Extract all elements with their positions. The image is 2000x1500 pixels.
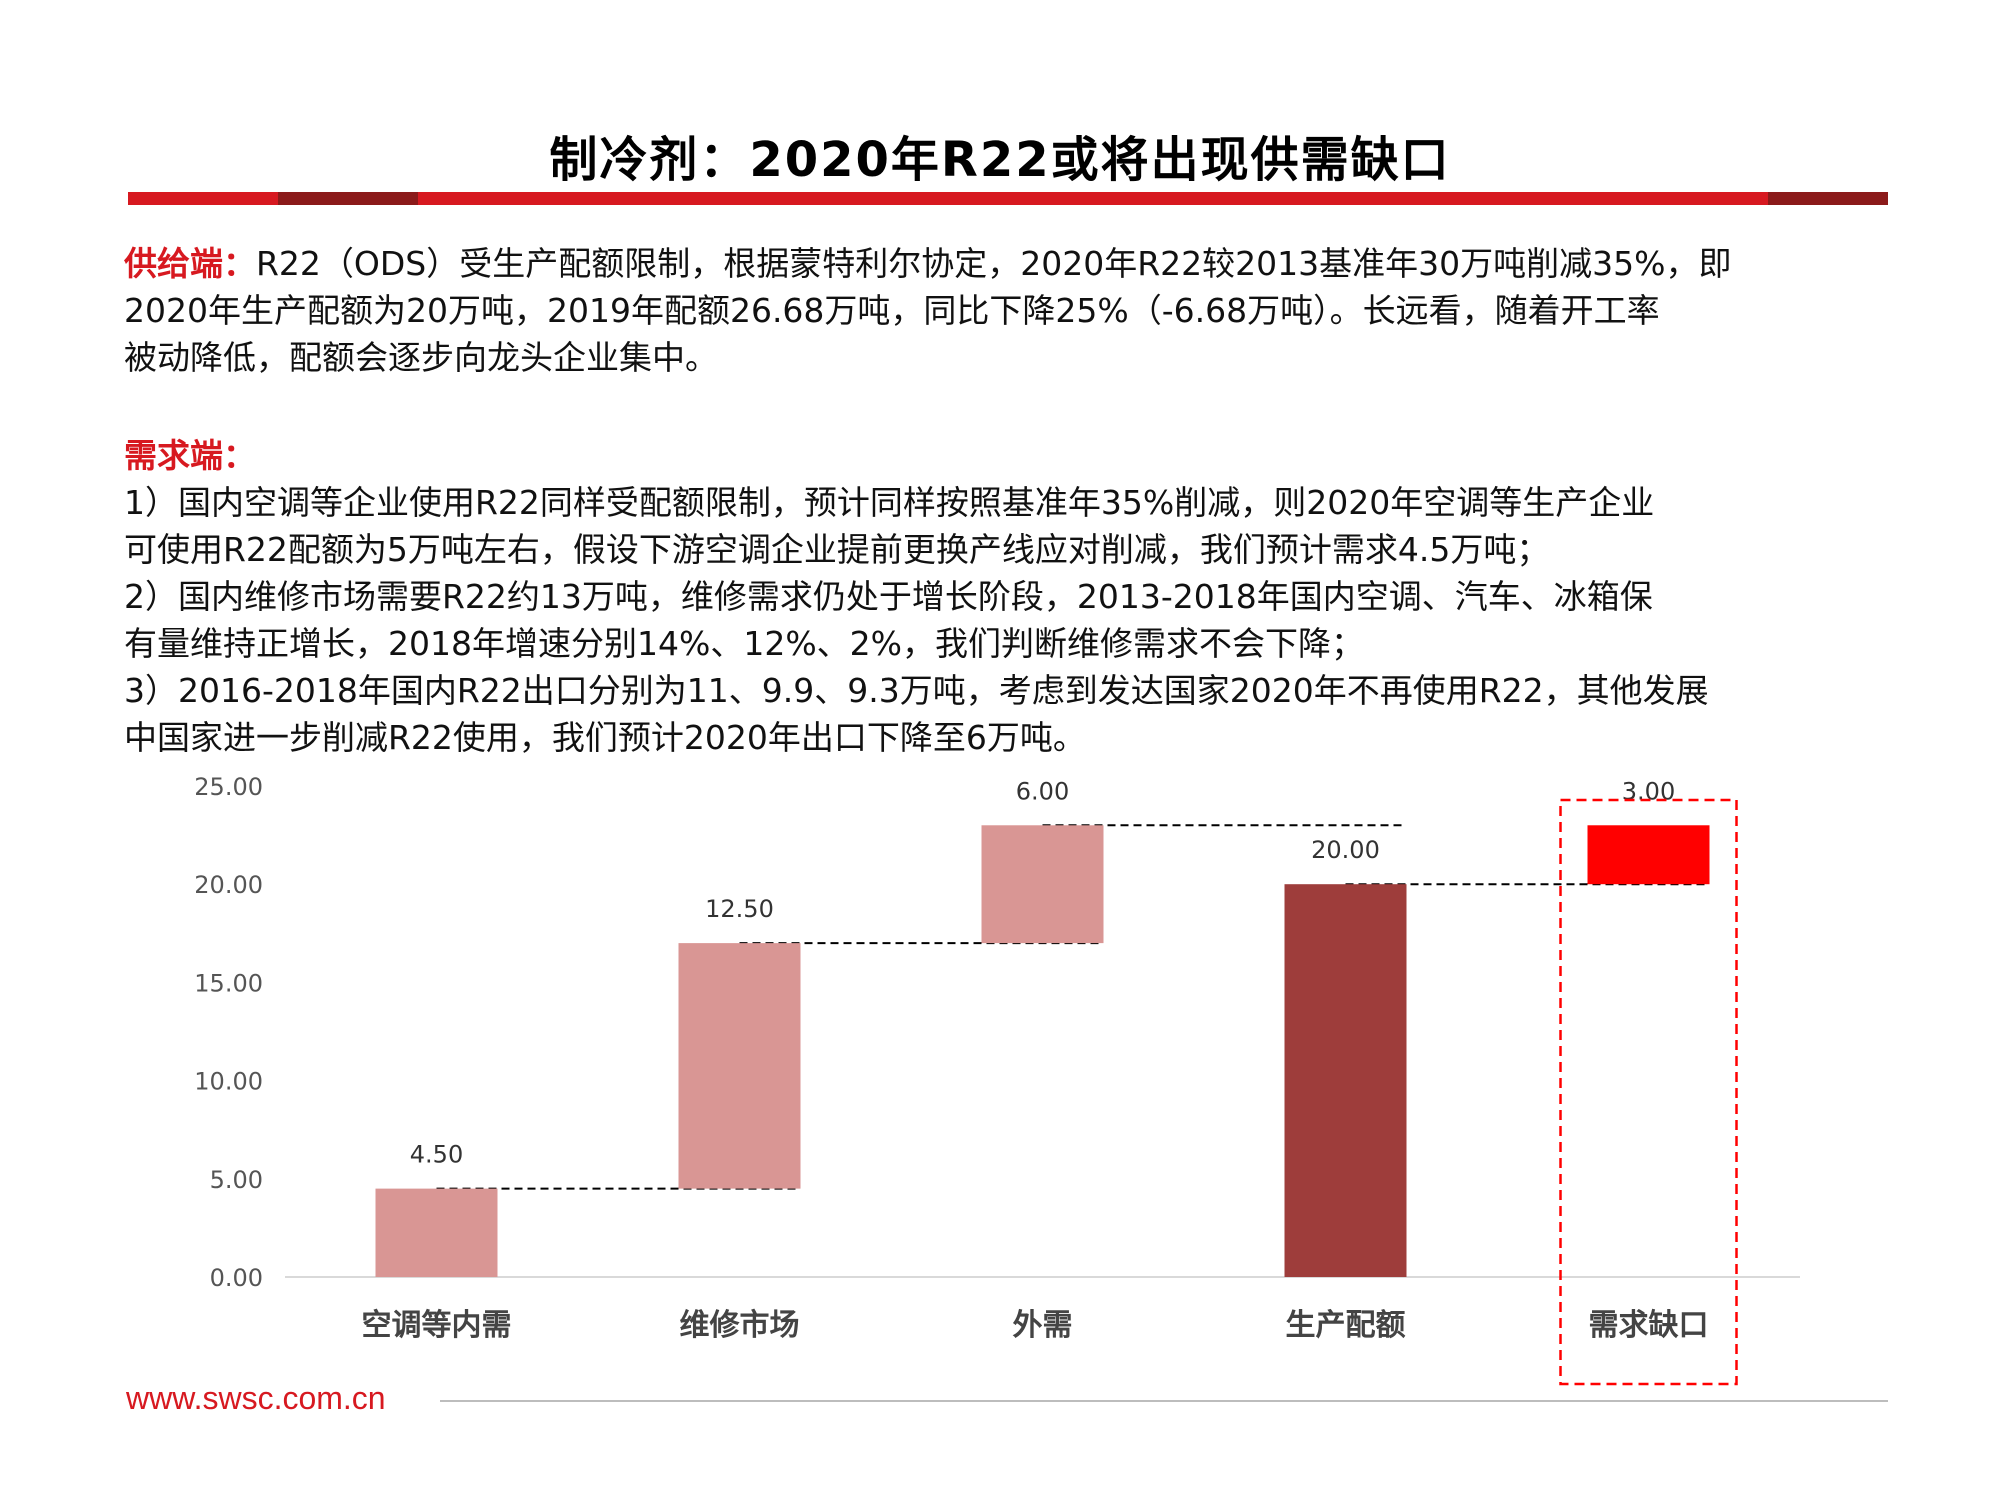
bar-demand [375,1188,498,1277]
bar-demand [981,825,1104,944]
y-tick-label: 25.00 [194,773,263,801]
category-label: 需求缺口 [1589,1308,1709,1343]
bar-supply [1284,884,1407,1277]
demand-line-5: 3）2016-2018年国内R22出口分别为11、9.9、9.3万吨，考虑到发达… [124,671,1709,710]
bar-demand [678,943,801,1189]
category-label: 维修市场 [680,1308,800,1343]
footer-divider [440,1400,1888,1402]
page-title: 制冷剂：2020年R22或将出现供需缺口 [549,132,1451,188]
footer-url[interactable]: www.swsc.com.cn [126,1380,386,1416]
supply-lead: 供给端： [124,244,256,283]
highlight-box [1559,798,1738,1386]
title-underline-accent [128,192,1888,205]
supply-paragraph: 供给端：R22（ODS）受生产配额限制，根据蒙特利尔协定，2020年R22较20… [124,240,1904,381]
data-label: 4.50 [410,1141,463,1169]
bar-gap [1587,825,1710,885]
category-label: 外需 [1013,1308,1073,1343]
demand-line-1: 1）国内空调等企业使用R22同样受配额限制，预计同样按照基准年35%削减，则20… [124,483,1655,522]
data-label: 20.00 [1311,836,1380,864]
supply-line-1: R22（ODS）受生产配额限制，根据蒙特利尔协定，2020年R22较2013基准… [256,244,1732,283]
supply-line-3: 被动降低，配额会逐步向龙头企业集中。 [124,338,718,377]
y-tick-label: 5.00 [210,1166,263,1194]
demand-paragraph: 需求端： 1）国内空调等企业使用R22同样受配额限制，预计同样按照基准年35%削… [124,432,1904,761]
demand-line-4: 有量维持正增长，2018年增速分别14%、12%、2%，我们判断维修需求不会下降… [124,624,1365,663]
demand-line-2: 可使用R22配额为5万吨左右，假设下游空调企业提前更换产线应对削减，我们预计需求… [124,530,1550,569]
data-label: 12.50 [705,895,774,923]
supply-line-2: 2020年生产配额为20万吨，2019年配额26.68万吨，同比下降25%（-6… [124,291,1660,330]
y-tick-label: 0.00 [210,1264,263,1292]
y-tick-label: 20.00 [194,871,263,899]
title-underline [128,192,1888,205]
category-label: 空调等内需 [362,1308,512,1343]
demand-line-6: 中国家进一步削减R22使用，我们预计2020年出口下降至6万吨。 [124,718,1086,757]
y-tick-label: 15.00 [194,969,263,997]
category-label: 生产配额 [1286,1308,1406,1343]
y-tick-label: 10.00 [194,1068,263,1096]
demand-line-3: 2）国内维修市场需要R22约13万吨，维修需求仍处于增长阶段，2013-2018… [124,577,1653,616]
demand-lead: 需求端： [124,436,256,475]
data-label: 6.00 [1016,777,1069,805]
